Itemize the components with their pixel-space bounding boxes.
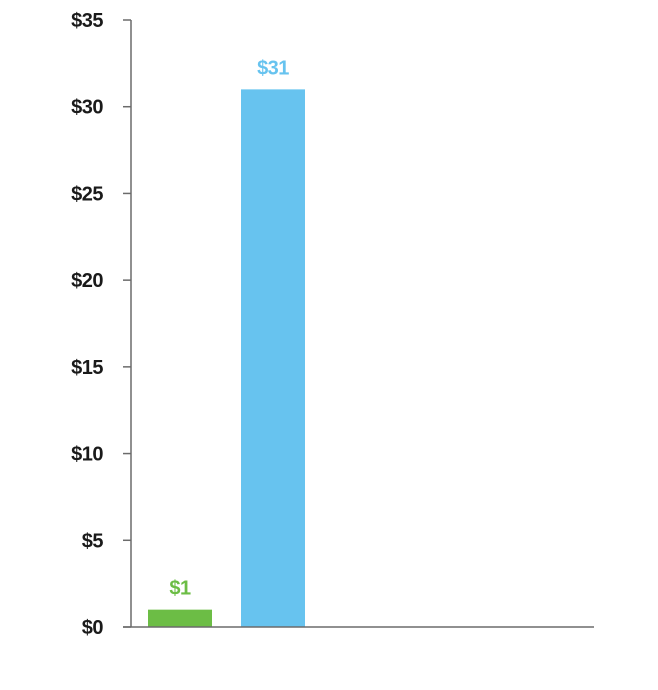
y-tick-label: $30 — [71, 97, 103, 119]
bar-value-label: $31 — [257, 57, 289, 79]
bar — [148, 609, 212, 627]
y-tick-label: $5 — [82, 530, 104, 552]
bar-value-label: $1 — [169, 578, 191, 600]
bars — [148, 89, 305, 627]
y-tick-label: $25 — [71, 183, 103, 205]
bar — [241, 89, 305, 627]
y-tick-label: $0 — [82, 617, 104, 639]
y-tick-label: $15 — [71, 357, 103, 379]
y-tick-label: $10 — [71, 444, 103, 466]
bar-value-labels: $1 $31 — [169, 57, 289, 599]
y-axis-ticks: $0 $5 $10 $15 $20 $25 $30 $35 — [71, 10, 131, 639]
y-tick-label: $20 — [71, 270, 103, 292]
y-tick-label: $35 — [71, 10, 103, 32]
